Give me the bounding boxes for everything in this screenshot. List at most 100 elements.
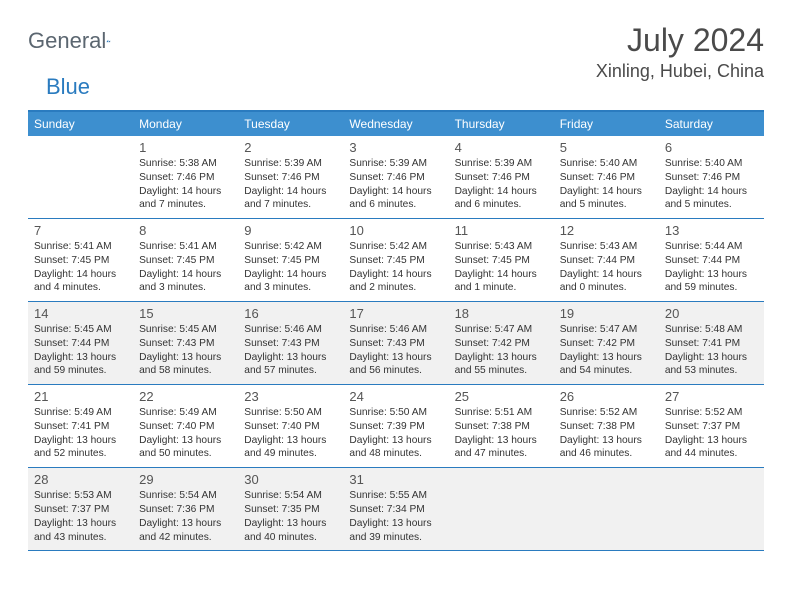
day-cell: 22 Sunrise: 5:49 AMSunset: 7:40 PMDayligh… bbox=[133, 385, 238, 467]
day-cell: 26Sunrise: 5:52 AMSunset: 7:38 PMDayligh… bbox=[554, 385, 659, 467]
day-cell: 15Sunrise: 5:45 AMSunset: 7:43 PMDayligh… bbox=[133, 302, 238, 384]
sunset-line: Sunset: 7:42 PM bbox=[560, 337, 653, 351]
day-number: 31 bbox=[349, 472, 442, 487]
daylight-line: Daylight: 13 hours and 55 minutes. bbox=[455, 351, 548, 379]
daylight-line: Daylight: 14 hours and 0 minutes. bbox=[560, 268, 653, 296]
day-cell: 16Sunrise: 5:46 AMSunset: 7:43 PMDayligh… bbox=[238, 302, 343, 384]
day-cell: 2Sunrise: 5:39 AMSunset: 7:46 PMDaylight… bbox=[238, 136, 343, 218]
daylight-line: Daylight: 13 hours and 43 minutes. bbox=[34, 517, 127, 545]
weekday-header: Sunday bbox=[28, 112, 133, 136]
day-number: 16 bbox=[244, 306, 337, 321]
sunset-line: Sunset: 7:38 PM bbox=[560, 420, 653, 434]
sunrise-line: Sunrise: 5:39 AM bbox=[349, 157, 442, 171]
daylight-line: Daylight: 13 hours and 48 minutes. bbox=[349, 434, 442, 462]
week-row: 7Sunrise: 5:41 AMSunset: 7:45 PMDaylight… bbox=[28, 219, 764, 302]
sunrise-line: Sunrise: 5:41 AM bbox=[139, 240, 232, 254]
sunset-line: Sunset: 7:46 PM bbox=[560, 171, 653, 185]
day-cell: 25Sunrise: 5:51 AMSunset: 7:38 PMDayligh… bbox=[449, 385, 554, 467]
sunset-line: Sunset: 7:36 PM bbox=[139, 503, 232, 517]
daylight-line: Daylight: 13 hours and 53 minutes. bbox=[665, 351, 758, 379]
sunrise-line: Sunrise: 5:43 AM bbox=[455, 240, 548, 254]
day-number: 27 bbox=[665, 389, 758, 404]
day-number: 29 bbox=[139, 472, 232, 487]
sunset-line: Sunset: 7:45 PM bbox=[349, 254, 442, 268]
sunset-line: Sunset: 7:34 PM bbox=[349, 503, 442, 517]
day-cell: 10Sunrise: 5:42 AMSunset: 7:45 PMDayligh… bbox=[343, 219, 448, 301]
day-number: 17 bbox=[349, 306, 442, 321]
month-title: July 2024 bbox=[596, 22, 764, 59]
day-number: 28 bbox=[34, 472, 127, 487]
daylight-line: Daylight: 14 hours and 7 minutes. bbox=[244, 185, 337, 213]
day-cell: 31Sunrise: 5:55 AMSunset: 7:34 PMDayligh… bbox=[343, 468, 448, 550]
daylight-line: Daylight: 13 hours and 49 minutes. bbox=[244, 434, 337, 462]
day-cell bbox=[659, 468, 764, 550]
day-number: 3 bbox=[349, 140, 442, 155]
day-number: 5 bbox=[560, 140, 653, 155]
sunrise-line: Sunrise: 5:39 AM bbox=[244, 157, 337, 171]
day-number: 20 bbox=[665, 306, 758, 321]
day-cell: 27Sunrise: 5:52 AMSunset: 7:37 PMDayligh… bbox=[659, 385, 764, 467]
daylight-line: Daylight: 13 hours and 39 minutes. bbox=[349, 517, 442, 545]
day-cell: 18Sunrise: 5:47 AMSunset: 7:42 PMDayligh… bbox=[449, 302, 554, 384]
daylight-line: Daylight: 13 hours and 44 minutes. bbox=[665, 434, 758, 462]
title-block: July 2024 Xinling, Hubei, China bbox=[596, 22, 764, 82]
day-number: 19 bbox=[560, 306, 653, 321]
logo-word2: Blue bbox=[46, 74, 90, 100]
location: Xinling, Hubei, China bbox=[596, 61, 764, 82]
weeks-container: 1Sunrise: 5:38 AMSunset: 7:46 PMDaylight… bbox=[28, 136, 764, 551]
day-number: 1 bbox=[139, 140, 232, 155]
sunset-line: Sunset: 7:43 PM bbox=[244, 337, 337, 351]
day-number: 11 bbox=[455, 223, 548, 238]
day-cell: 11Sunrise: 5:43 AMSunset: 7:45 PMDayligh… bbox=[449, 219, 554, 301]
sunrise-line: Sunrise: 5:52 AM bbox=[560, 406, 653, 420]
sunrise-line: Sunrise: 5:54 AM bbox=[139, 489, 232, 503]
weekday-header: Thursday bbox=[449, 112, 554, 136]
daylight-line: Daylight: 13 hours and 40 minutes. bbox=[244, 517, 337, 545]
daylight-line: Daylight: 13 hours and 50 minutes. bbox=[139, 434, 232, 462]
day-number: 22 bbox=[139, 389, 232, 404]
sunrise-line: Sunrise: 5:49 AM bbox=[139, 406, 232, 420]
sunrise-line: Sunrise: 5:40 AM bbox=[665, 157, 758, 171]
day-cell: 28Sunrise: 5:53 AMSunset: 7:37 PMDayligh… bbox=[28, 468, 133, 550]
daylight-line: Daylight: 13 hours and 52 minutes. bbox=[34, 434, 127, 462]
daylight-line: Daylight: 13 hours and 47 minutes. bbox=[455, 434, 548, 462]
sunset-line: Sunset: 7:44 PM bbox=[665, 254, 758, 268]
daylight-line: Daylight: 14 hours and 3 minutes. bbox=[139, 268, 232, 296]
daylight-line: Daylight: 13 hours and 59 minutes. bbox=[34, 351, 127, 379]
sunset-line: Sunset: 7:40 PM bbox=[139, 420, 232, 434]
daylight-line: Daylight: 13 hours and 56 minutes. bbox=[349, 351, 442, 379]
sunrise-line: Sunrise: 5:41 AM bbox=[34, 240, 127, 254]
sunset-line: Sunset: 7:43 PM bbox=[349, 337, 442, 351]
sunrise-line: Sunrise: 5:48 AM bbox=[665, 323, 758, 337]
day-cell: 3Sunrise: 5:39 AMSunset: 7:46 PMDaylight… bbox=[343, 136, 448, 218]
daylight-line: Daylight: 13 hours and 46 minutes. bbox=[560, 434, 653, 462]
daylight-line: Daylight: 14 hours and 5 minutes. bbox=[665, 185, 758, 213]
day-cell: 12Sunrise: 5:43 AMSunset: 7:44 PMDayligh… bbox=[554, 219, 659, 301]
daylight-line: Daylight: 14 hours and 1 minute. bbox=[455, 268, 548, 296]
sunset-line: Sunset: 7:46 PM bbox=[244, 171, 337, 185]
calendar: SundayMondayTuesdayWednesdayThursdayFrid… bbox=[28, 110, 764, 551]
daylight-line: Daylight: 14 hours and 6 minutes. bbox=[349, 185, 442, 213]
day-number: 6 bbox=[665, 140, 758, 155]
sunrise-line: Sunrise: 5:47 AM bbox=[560, 323, 653, 337]
day-number: 7 bbox=[34, 223, 127, 238]
daylight-line: Daylight: 14 hours and 2 minutes. bbox=[349, 268, 442, 296]
sunset-line: Sunset: 7:46 PM bbox=[455, 171, 548, 185]
sunset-line: Sunset: 7:44 PM bbox=[560, 254, 653, 268]
day-cell: 19Sunrise: 5:47 AMSunset: 7:42 PMDayligh… bbox=[554, 302, 659, 384]
weekday-header: Saturday bbox=[659, 112, 764, 136]
day-cell: 23Sunrise: 5:50 AMSunset: 7:40 PMDayligh… bbox=[238, 385, 343, 467]
daylight-line: Daylight: 13 hours and 42 minutes. bbox=[139, 517, 232, 545]
week-row: 1Sunrise: 5:38 AMSunset: 7:46 PMDaylight… bbox=[28, 136, 764, 219]
day-cell bbox=[28, 136, 133, 218]
day-number: 4 bbox=[455, 140, 548, 155]
day-cell: 9Sunrise: 5:42 AMSunset: 7:45 PMDaylight… bbox=[238, 219, 343, 301]
sunset-line: Sunset: 7:41 PM bbox=[34, 420, 127, 434]
day-cell: 13Sunrise: 5:44 AMSunset: 7:44 PMDayligh… bbox=[659, 219, 764, 301]
weekday-header: Monday bbox=[133, 112, 238, 136]
weekday-row: SundayMondayTuesdayWednesdayThursdayFrid… bbox=[28, 112, 764, 136]
weekday-header: Wednesday bbox=[343, 112, 448, 136]
day-number: 12 bbox=[560, 223, 653, 238]
sunrise-line: Sunrise: 5:46 AM bbox=[349, 323, 442, 337]
calendar-page: General July 2024 Xinling, Hubei, China … bbox=[0, 0, 792, 551]
